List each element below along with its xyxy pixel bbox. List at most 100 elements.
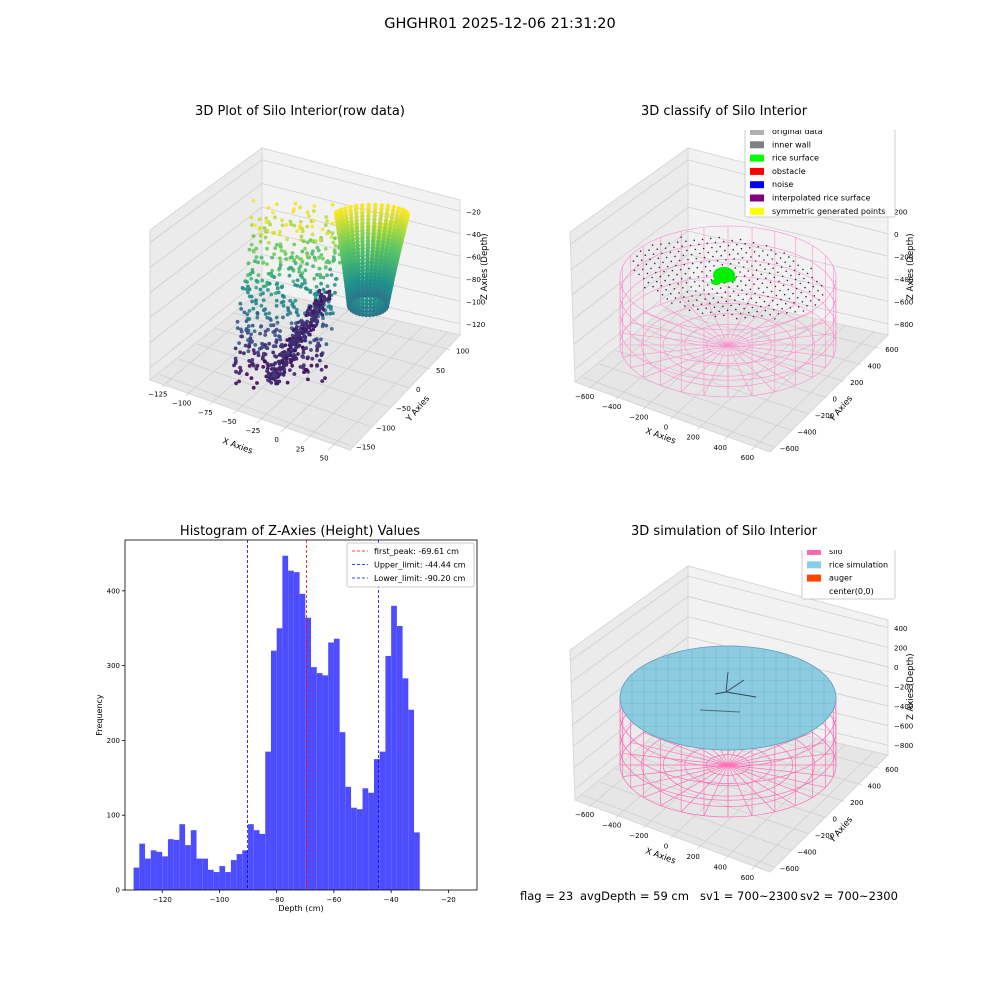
interpolated-point — [808, 290, 811, 293]
interpolated-point — [708, 260, 711, 263]
histogram-bar — [276, 628, 283, 890]
interpolated-point — [771, 299, 774, 302]
interpolated-point — [701, 238, 704, 241]
data-point — [325, 284, 330, 289]
data-point — [264, 220, 269, 225]
data-point — [261, 298, 266, 302]
data-point — [368, 285, 373, 290]
data-point — [280, 354, 285, 358]
data-point — [309, 348, 313, 352]
data-point — [260, 278, 265, 283]
interpolated-point — [755, 269, 758, 271]
data-point — [255, 311, 260, 315]
interpolated-point — [644, 254, 647, 256]
data-point — [269, 292, 274, 297]
data-point — [364, 267, 370, 272]
data-point — [376, 235, 381, 240]
silo-floor-spoke — [643, 732, 729, 766]
data-point — [385, 240, 390, 246]
y-tick-label: 0 — [416, 386, 420, 394]
z-tick-label: −600 — [894, 723, 913, 731]
data-point — [344, 220, 350, 225]
interpolated-point — [690, 253, 693, 256]
data-point — [315, 318, 320, 323]
data-point — [349, 263, 354, 269]
data-point — [368, 278, 373, 283]
data-point — [366, 220, 371, 226]
data-point — [352, 262, 357, 267]
data-point — [309, 328, 313, 333]
interpolated-point — [739, 312, 742, 315]
data-point — [279, 372, 284, 376]
data-point — [355, 236, 360, 241]
data-point — [354, 229, 360, 234]
gridline — [687, 616, 889, 668]
data-point — [328, 311, 333, 316]
interpolated-point — [717, 301, 719, 304]
interpolated-point — [676, 273, 678, 276]
silo-floor-spoke — [727, 322, 826, 346]
gridline — [261, 159, 461, 212]
silo-floor-spoke — [727, 753, 834, 766]
interpolated-point — [729, 295, 731, 298]
interpolated-point — [756, 310, 758, 313]
gridline — [615, 768, 810, 835]
histogram-bar — [322, 675, 329, 890]
data-point — [364, 312, 369, 318]
interpolated-point — [747, 302, 749, 305]
data-point — [324, 364, 328, 369]
data-point — [313, 291, 318, 296]
interpolated-point — [641, 268, 644, 271]
data-point — [285, 380, 290, 385]
interpolated-point — [700, 303, 703, 306]
data-point — [293, 334, 298, 339]
data-point — [331, 240, 336, 245]
silo-floor-spoke — [727, 344, 813, 378]
data-point — [360, 293, 365, 298]
interpolated-point — [713, 265, 715, 267]
interpolated-point — [742, 298, 744, 301]
data-point — [389, 219, 394, 224]
silo-floor-spoke — [630, 742, 729, 766]
data-point — [266, 271, 271, 276]
data-point — [379, 254, 384, 259]
data-point — [353, 273, 358, 278]
data-point — [263, 359, 267, 364]
interpolated-point — [766, 286, 768, 289]
data-point — [360, 228, 365, 233]
interpolated-point — [759, 264, 761, 266]
data-point — [234, 359, 238, 363]
y-tick-label: −600 — [780, 865, 799, 873]
interpolated-point — [758, 255, 760, 257]
x-tick-label: −125 — [148, 391, 167, 399]
x-tick-label: −80 — [269, 896, 284, 904]
interpolated-point — [772, 267, 774, 270]
data-point — [298, 224, 302, 228]
x-tick-label: 200 — [686, 434, 699, 442]
data-point — [299, 234, 304, 239]
interpolated-point — [703, 256, 706, 259]
data-point — [275, 381, 280, 386]
interpolated-point — [702, 247, 705, 250]
gridline — [751, 331, 874, 451]
data-point — [365, 238, 370, 244]
interpolated-point — [733, 258, 735, 260]
data-point — [356, 275, 362, 281]
data-point — [277, 232, 282, 237]
data-point — [348, 212, 354, 217]
data-point — [378, 257, 384, 263]
data-point — [290, 255, 294, 259]
data-point — [367, 309, 373, 314]
data-point — [364, 271, 370, 276]
interpolated-point — [740, 247, 743, 250]
data-point — [325, 273, 329, 278]
data-point — [324, 311, 329, 316]
silo-floor-spoke — [727, 333, 834, 346]
data-point — [319, 337, 323, 342]
data-point — [333, 251, 337, 255]
data-point — [352, 258, 357, 264]
data-point — [391, 231, 396, 236]
data-point — [310, 232, 315, 237]
silo-floor-spoke — [727, 344, 796, 386]
interpolated-point — [708, 293, 710, 295]
